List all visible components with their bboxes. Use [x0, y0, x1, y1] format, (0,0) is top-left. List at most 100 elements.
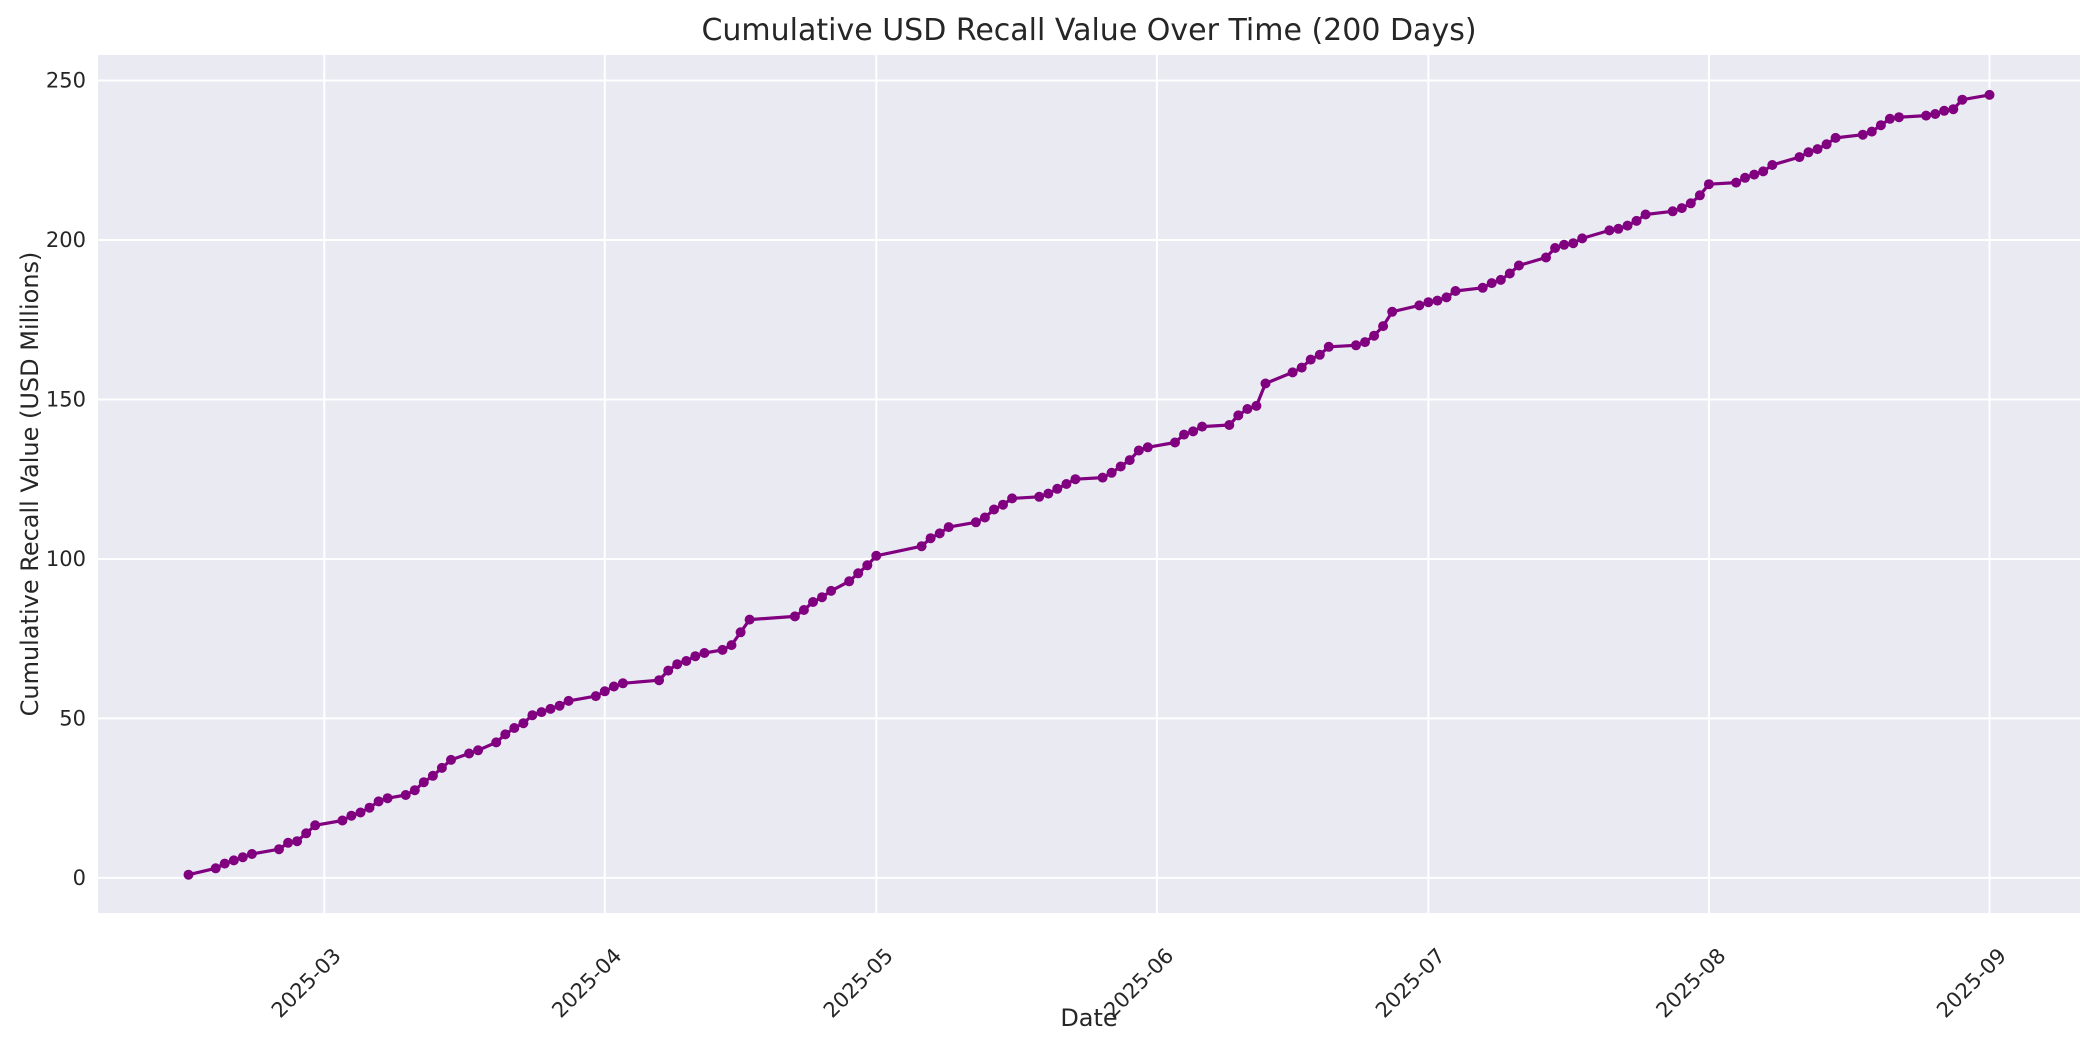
- data-point-marker: [943, 522, 954, 533]
- data-point-marker: [355, 807, 366, 818]
- data-point-marker: [989, 504, 999, 515]
- data-point-marker: [1369, 330, 1380, 341]
- data-point-marker: [446, 754, 456, 765]
- data-point-marker: [464, 748, 475, 759]
- data-point-marker: [1731, 177, 1742, 188]
- chart-title: Cumulative USD Recall Value Over Time (2…: [701, 13, 1476, 48]
- data-point-marker: [382, 793, 393, 804]
- data-point-marker: [473, 745, 484, 756]
- data-point-marker: [1070, 474, 1081, 485]
- data-point-marker: [1486, 278, 1497, 289]
- data-point-marker: [491, 737, 502, 748]
- data-point-marker: [1305, 354, 1316, 365]
- data-point-marker: [1387, 306, 1398, 317]
- data-point-marker: [1541, 252, 1551, 263]
- data-point-marker: [346, 810, 357, 821]
- y-tick-label: 50: [59, 706, 86, 730]
- data-point-marker: [1857, 129, 1868, 140]
- data-point-marker: [1685, 198, 1696, 209]
- data-point-marker: [1866, 126, 1877, 137]
- data-point-marker: [527, 710, 538, 721]
- data-point-marker: [1450, 286, 1461, 296]
- x-tick-label: 2025-08: [1651, 944, 1730, 1023]
- data-point-marker: [436, 762, 447, 773]
- data-point-marker: [1314, 349, 1325, 360]
- data-point-marker: [1179, 429, 1189, 440]
- data-point-marker: [1812, 144, 1823, 155]
- data-point-marker: [934, 528, 945, 539]
- data-point-marker: [1142, 442, 1153, 453]
- data-point-marker: [1197, 421, 1208, 432]
- data-point-marker: [1296, 362, 1307, 373]
- data-point-marker: [301, 828, 312, 839]
- data-point-marker: [1767, 160, 1778, 170]
- data-point-marker: [817, 592, 827, 603]
- data-point-marker: [373, 796, 384, 807]
- data-point-marker: [228, 855, 239, 866]
- data-point-marker: [536, 707, 547, 718]
- data-point-marker: [1703, 179, 1714, 190]
- data-point-marker: [590, 691, 601, 702]
- data-point-marker: [672, 659, 683, 670]
- data-point-marker: [1378, 321, 1389, 332]
- data-point-marker: [1504, 268, 1515, 279]
- data-point-marker: [274, 844, 284, 855]
- data-point-marker: [219, 858, 230, 869]
- data-point-marker: [681, 656, 692, 666]
- data-point-marker: [283, 837, 294, 848]
- data-point-marker: [1568, 238, 1579, 249]
- data-point-marker: [1884, 113, 1895, 124]
- data-point-marker: [1622, 220, 1633, 231]
- data-point-marker: [310, 820, 321, 831]
- data-point-marker: [1939, 105, 1950, 116]
- x-axis-label: Date: [1060, 1004, 1117, 1032]
- data-point-marker: [1495, 274, 1506, 285]
- data-point-marker: [1423, 297, 1434, 308]
- data-point-marker: [545, 703, 556, 714]
- data-point-marker: [500, 729, 511, 740]
- x-tick-label: 2025-07: [1371, 944, 1450, 1023]
- data-point-marker: [1233, 410, 1244, 421]
- data-point-marker: [1948, 104, 1959, 115]
- data-point-marker: [1894, 112, 1904, 123]
- data-point-marker: [1323, 341, 1334, 352]
- data-point-marker: [617, 678, 628, 689]
- data-point-marker: [1133, 445, 1144, 456]
- data-point-marker: [246, 849, 257, 859]
- data-point-marker: [1640, 209, 1651, 220]
- data-point-marker: [337, 815, 348, 826]
- y-tick-label: 0: [73, 866, 86, 890]
- data-point-marker: [1351, 340, 1361, 351]
- data-point-marker: [1694, 190, 1705, 201]
- data-point-marker: [1550, 243, 1561, 253]
- data-point-marker: [1758, 166, 1769, 177]
- data-point-marker: [1875, 120, 1886, 131]
- data-point-marker: [699, 648, 710, 658]
- data-point-marker: [1794, 152, 1805, 163]
- data-point-marker: [1052, 483, 1063, 494]
- data-point-marker: [1242, 404, 1253, 414]
- data-point-marker: [1984, 89, 1995, 100]
- data-point-marker: [1821, 139, 1832, 150]
- data-point-marker: [726, 640, 737, 651]
- data-point-marker: [1061, 479, 1072, 489]
- data-point-marker: [871, 550, 882, 561]
- x-tick-label: 2025-05: [819, 944, 898, 1023]
- data-point-marker: [1043, 488, 1054, 499]
- data-point-marker: [1830, 132, 1841, 143]
- data-point-marker: [1170, 437, 1180, 448]
- data-point-marker: [400, 790, 411, 800]
- data-point-marker: [925, 533, 936, 544]
- data-point-marker: [1360, 337, 1370, 348]
- x-tick-label: 2025-04: [547, 944, 626, 1023]
- data-point-marker: [1559, 239, 1570, 250]
- data-point-marker: [1115, 461, 1126, 472]
- data-point-marker: [364, 802, 375, 813]
- data-point-marker: [1921, 110, 1932, 121]
- y-axis-label: Cumulative Recall Value (USD Millions): [16, 252, 44, 717]
- data-point-marker: [1477, 282, 1488, 293]
- y-tick-label: 100: [46, 547, 86, 571]
- data-point-marker: [1676, 203, 1687, 214]
